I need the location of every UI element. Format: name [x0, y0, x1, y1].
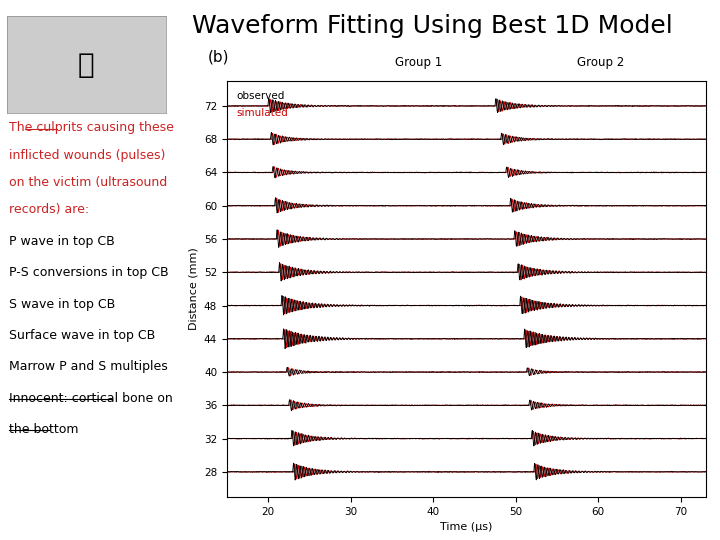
Text: Group 2: Group 2 [577, 56, 624, 69]
Text: Surface wave in top CB: Surface wave in top CB [9, 329, 156, 342]
Text: simulated: simulated [236, 108, 288, 118]
Text: Group 1: Group 1 [395, 56, 442, 69]
Text: The culprits causing these: The culprits causing these [9, 122, 174, 134]
Text: the bottom: the bottom [9, 423, 79, 436]
Text: 🎨: 🎨 [78, 51, 95, 79]
Text: Innocent: cortical bone on: Innocent: cortical bone on [9, 392, 173, 404]
Y-axis label: Distance (mm): Distance (mm) [188, 247, 198, 330]
Text: the bottom: the bottom [9, 423, 79, 436]
Text: Marrow P and S multiples: Marrow P and S multiples [9, 360, 168, 373]
Text: (b): (b) [207, 49, 229, 64]
Text: records) are:: records) are: [9, 202, 89, 215]
Text: on the victim (ultrasound: on the victim (ultrasound [9, 176, 168, 188]
Text: Innocent: cortical bone on: Innocent: cortical bone on [9, 392, 173, 404]
Text: observed: observed [236, 91, 284, 102]
Text: P wave in top CB: P wave in top CB [9, 235, 115, 248]
Text: Waveform Fitting Using Best 1D Model: Waveform Fitting Using Best 1D Model [192, 14, 672, 37]
Text: inflicted wounds (pulses): inflicted wounds (pulses) [9, 148, 166, 161]
X-axis label: Time (μs): Time (μs) [440, 522, 492, 532]
Text: S wave in top CB: S wave in top CB [9, 298, 116, 310]
Text: P-S conversions in top CB: P-S conversions in top CB [9, 266, 169, 279]
